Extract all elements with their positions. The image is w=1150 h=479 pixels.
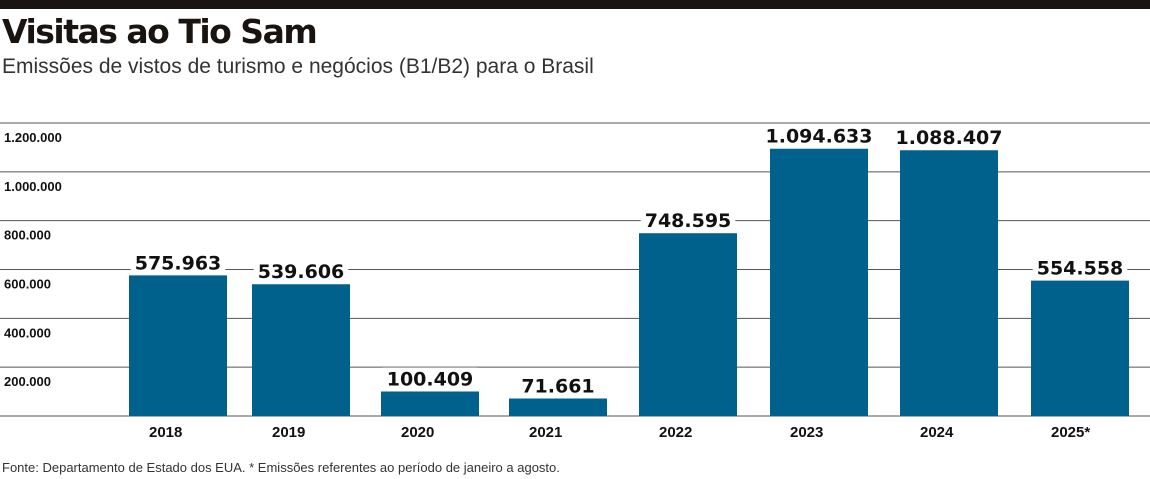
bar [1031, 280, 1129, 416]
y-tick-label: 1.200.000 [4, 130, 62, 145]
bar [900, 150, 998, 416]
x-tick-label: 2022 [659, 424, 692, 441]
data-label: 1.094.633 [766, 126, 873, 148]
y-tick-label: 800.000 [4, 228, 51, 243]
x-tick-label: 2025* [1051, 424, 1090, 441]
bar [252, 284, 350, 416]
data-label: 748.595 [645, 210, 732, 232]
chart-subtitle: Emissões de vistos de turismo e negócios… [2, 55, 594, 78]
data-label-background [640, 209, 736, 233]
x-tick-label: 2019 [272, 424, 305, 441]
data-label-background [253, 260, 349, 284]
data-labels: 575.963 539.606 100.409 71.661 748.595 1.094.… [130, 124, 1128, 398]
bar [509, 398, 607, 416]
data-label-background [761, 124, 877, 148]
y-tick-label: 200.000 [4, 374, 51, 389]
bar [381, 391, 479, 416]
data-label-background [382, 367, 478, 391]
data-label: 554.558 [1037, 258, 1124, 280]
bar [639, 233, 737, 416]
data-label: 1.088.407 [896, 127, 1003, 149]
data-label-background [517, 374, 599, 398]
y-tick-label: 1.000.000 [4, 179, 62, 194]
data-label-background [1032, 256, 1128, 280]
y-axis-ticks: 200.000 400.000 600.000 800.000 1.000.000 1.2… [4, 130, 62, 389]
data-label: 71.661 [521, 376, 594, 398]
x-tick-label: 2020 [401, 424, 434, 441]
x-tick-label: 2024 [920, 424, 954, 441]
bar [129, 275, 227, 416]
data-label-background [891, 126, 1007, 150]
y-tick-label: 400.000 [4, 325, 51, 340]
top-rule [0, 0, 1150, 9]
y-tick-label: 600.000 [4, 277, 51, 292]
x-axis-ticks: 2018 2019 2020 2021 2022 2023 2024 2025* [149, 424, 1090, 441]
data-label: 100.409 [387, 368, 474, 390]
bar [770, 148, 868, 416]
x-tick-label: 2021 [529, 424, 562, 441]
data-label: 575.963 [135, 252, 222, 274]
bar-chart: 200.000 400.000 600.000 800.000 1.000.000 1.2… [0, 122, 1150, 441]
data-label-background [130, 251, 226, 275]
x-tick-label: 2018 [149, 424, 182, 441]
source-note: Fonte: Departamento de Estado dos EUA. *… [2, 460, 560, 475]
data-label: 539.606 [258, 261, 345, 283]
chart-title: Visitas ao Tio Sam [2, 12, 318, 51]
bars [129, 148, 1129, 416]
x-tick-label: 2023 [790, 424, 823, 441]
